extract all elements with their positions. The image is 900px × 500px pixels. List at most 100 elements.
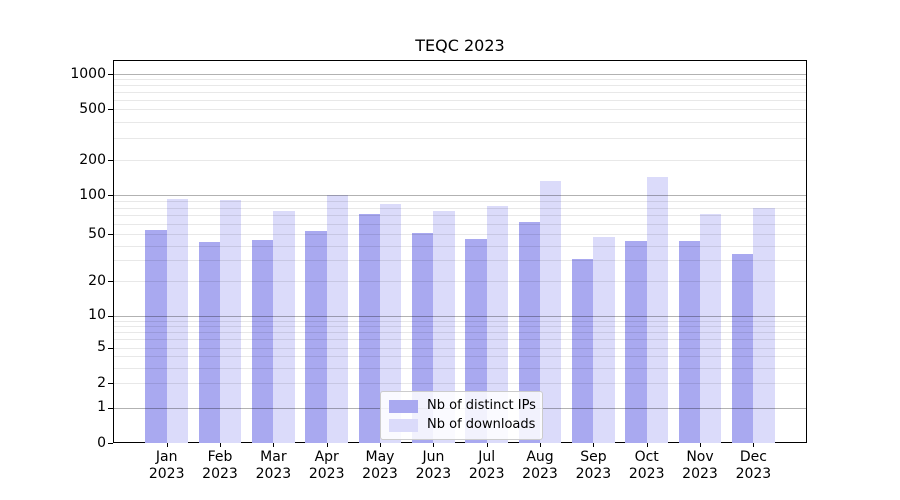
- bar-downloads-oct: [646, 176, 668, 443]
- bar-downloads-jun: [433, 211, 455, 443]
- legend-row-ips: Nb of distinct IPs: [389, 398, 536, 414]
- legend-row-downloads: Nb of downloads: [389, 417, 536, 433]
- x-tick-year: 2023: [735, 466, 772, 482]
- gridline-5: [114, 347, 806, 349]
- chart-title: TEQC 2023: [415, 36, 505, 55]
- x-tick-label-jun: Jun 2023: [401, 449, 465, 483]
- gridline-4: [114, 356, 806, 358]
- x-tick-month: Jan: [155, 449, 178, 465]
- bar-ips-oct: [625, 240, 647, 443]
- bar-ips-sep: [572, 258, 594, 443]
- bar-ips-may: [358, 213, 380, 443]
- gridline-700: [114, 92, 806, 94]
- y-tick-mark-0: [108, 443, 113, 444]
- gridline-600: [114, 100, 806, 101]
- x-tick-mark-may: [380, 443, 381, 447]
- x-tick-label-nov: Nov 2023: [668, 449, 732, 483]
- x-tick-year: 2023: [362, 466, 398, 482]
- x-tick-month: Mar: [260, 449, 287, 465]
- y-tick-label-1000: 1000: [70, 65, 106, 82]
- bar-downloads-dec: [753, 208, 775, 443]
- bar-ips-dec: [732, 253, 754, 443]
- bar-ips-apr: [305, 230, 327, 443]
- x-tick-mark-oct: [646, 443, 648, 447]
- x-tick-label-jul: Jul 2023: [455, 449, 519, 483]
- y-tick-mark-200: [108, 160, 113, 161]
- x-tick-mark-mar: [273, 443, 275, 447]
- y-tick-mark-100: [108, 195, 113, 196]
- x-tick-year: 2023: [468, 466, 505, 482]
- y-tick-label-500: 500: [79, 100, 106, 117]
- y-tick-label-50: 50: [88, 225, 106, 242]
- gridline-20: [114, 281, 806, 282]
- x-tick-month: Nov: [686, 449, 714, 465]
- gridline-900: [114, 79, 806, 81]
- x-tick-month: May: [365, 449, 395, 465]
- y-tick-label-100: 100: [79, 186, 106, 203]
- legend-swatch-distinct-ips: [389, 399, 418, 413]
- gridline-60: [114, 223, 806, 225]
- x-tick-year: 2023: [255, 466, 292, 482]
- gridline-70: [114, 215, 806, 217]
- bar-downloads-feb: [220, 200, 242, 443]
- y-tick-label-200: 200: [79, 151, 106, 168]
- y-tick-mark-10: [108, 315, 113, 317]
- gridline-400: [114, 121, 806, 123]
- y-tick-mark-5: [108, 347, 113, 349]
- x-tick-year: 2023: [682, 466, 718, 482]
- x-tick-mark-aug: [540, 443, 541, 447]
- gridline-8: [114, 326, 806, 327]
- y-tick-label-5: 5: [97, 339, 106, 356]
- x-tick-year: 2023: [308, 466, 345, 482]
- x-tick-mark-sep: [593, 443, 595, 447]
- gridline-3: [114, 367, 806, 369]
- x-tick-mark-jan: [166, 443, 168, 447]
- bar-downloads-sep: [593, 237, 615, 443]
- y-tick-mark-20: [108, 281, 113, 282]
- y-tick-mark-500: [108, 109, 113, 111]
- x-tick-month: Sep: [580, 449, 607, 465]
- x-tick-label-may: May 2023: [348, 449, 412, 483]
- x-tick-year: 2023: [148, 466, 185, 482]
- y-tick-mark-1: [108, 407, 113, 409]
- bar-downloads-mar: [273, 210, 295, 443]
- x-tick-label-feb: Feb 2023: [188, 449, 252, 483]
- gridline-9: [114, 320, 806, 322]
- x-tick-month: Jul: [478, 449, 496, 465]
- gridline-300: [114, 137, 806, 139]
- bar-downloads-jan: [166, 199, 188, 443]
- y-tick-mark-50: [108, 234, 113, 236]
- x-tick-month: Oct: [634, 449, 659, 465]
- x-tick-month: Jun: [422, 449, 445, 465]
- x-tick-label-jan: Jan 2023: [135, 449, 199, 483]
- gridline-80: [114, 207, 806, 209]
- x-tick-year: 2023: [522, 466, 558, 482]
- x-tick-label-dec: Dec 2023: [721, 449, 785, 483]
- bar-downloads-jul: [486, 205, 508, 443]
- gridline-40: [114, 245, 806, 247]
- gridline-1000: [114, 74, 806, 75]
- gridline-200: [114, 160, 806, 161]
- gridline-7: [114, 332, 806, 334]
- bar-ips-jun: [412, 233, 434, 443]
- gridline-30: [114, 260, 806, 262]
- x-tick-label-oct: Oct 2023: [615, 449, 679, 483]
- legend-label-downloads: Nb of downloads: [427, 417, 536, 432]
- bar-downloads-nov: [700, 213, 722, 443]
- y-tick-label-1: 1: [97, 399, 106, 416]
- x-tick-month: Apr: [314, 449, 339, 465]
- x-tick-month: Aug: [526, 449, 554, 465]
- x-tick-label-mar: Mar 2023: [241, 449, 305, 483]
- bar-ips-aug: [518, 222, 540, 443]
- bar-ips-jan: [145, 229, 167, 443]
- x-tick-month: Dec: [739, 449, 767, 465]
- bar-ips-feb: [198, 241, 220, 443]
- y-tick-label-0: 0: [97, 434, 106, 451]
- gridline-50: [114, 234, 806, 236]
- bar-downloads-aug: [540, 180, 562, 443]
- x-tick-label-sep: Sep 2023: [561, 449, 625, 483]
- x-tick-label-aug: Aug 2023: [508, 449, 572, 483]
- gridline-800: [114, 85, 806, 87]
- x-tick-year: 2023: [628, 466, 665, 482]
